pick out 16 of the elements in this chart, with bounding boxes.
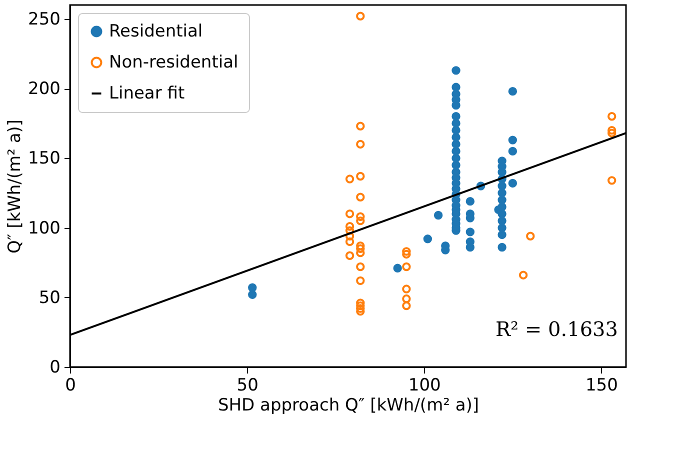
y-tick-label: 100 <box>28 218 60 238</box>
x-tick-label: 0 <box>65 376 76 396</box>
x-tick-label: 150 <box>585 376 618 396</box>
x-axis-title: SHD approach Q″ [kWh/(m² a)] <box>218 396 480 416</box>
y-tick-label: 200 <box>28 79 60 100</box>
legend-label: Residential <box>109 22 203 42</box>
x-tick-label: 100 <box>408 376 441 396</box>
y-tick-label: 150 <box>28 148 60 169</box>
legend-label: Non-residential <box>109 52 238 72</box>
y-tick-label: 50 <box>38 288 60 308</box>
annotation: R² = 0.1633 <box>495 317 618 341</box>
y-tick-label: 0 <box>50 358 60 378</box>
y-axis-title: Q″ [kWh/(m² a)] <box>5 119 26 254</box>
legend-label: Linear fit <box>109 84 185 104</box>
x-tick-label: 50 <box>236 376 258 396</box>
y-tick-label: 250 <box>28 9 60 30</box>
